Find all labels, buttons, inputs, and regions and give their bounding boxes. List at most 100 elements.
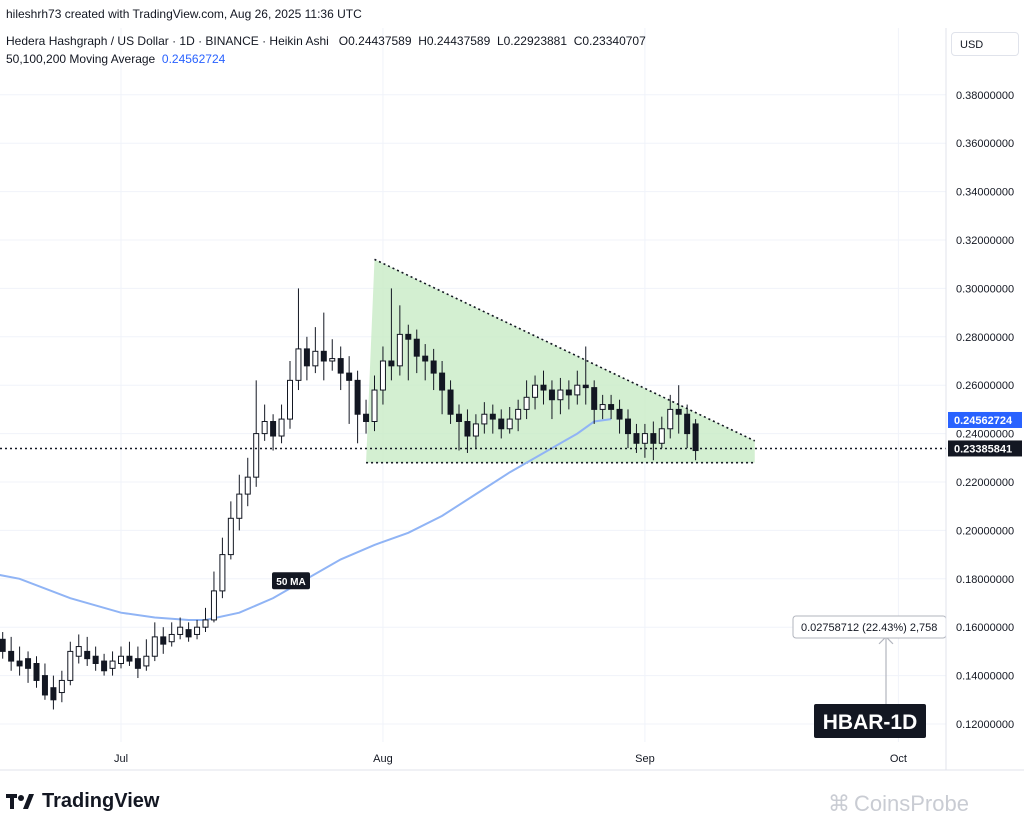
candle (185, 622, 192, 642)
y-tick-label: 0.16000000 (956, 622, 1014, 634)
candle-body-up (481, 413, 488, 425)
candle (396, 305, 403, 376)
candle (219, 537, 226, 599)
candle (109, 651, 116, 676)
candle-body-up (329, 358, 336, 362)
candle (456, 404, 462, 451)
candle (548, 380, 555, 420)
candle (270, 414, 277, 451)
candle-body-down (616, 408, 623, 420)
candle-body-up (168, 633, 175, 643)
candle (16, 646, 23, 676)
ma-tag-bg (272, 572, 310, 590)
candle (253, 380, 260, 487)
candle (641, 423, 648, 458)
candle-body-down (126, 655, 133, 662)
y-tick-label: 0.12000000 (956, 719, 1014, 731)
candle-body-down (92, 655, 99, 664)
symbol-badge: HBAR-1D (814, 704, 926, 738)
candle (337, 346, 344, 391)
candle-body-down (565, 389, 572, 396)
candle-body-up (506, 418, 513, 430)
candle-body-up (557, 389, 564, 401)
candle (591, 380, 598, 424)
candle (92, 646, 99, 671)
symbol-badge-text: HBAR-1D (823, 711, 918, 734)
candle-body-down (0, 638, 6, 652)
y-tick-label: 0.32000000 (956, 235, 1014, 247)
candle (118, 646, 124, 669)
candle (599, 394, 606, 420)
candle (379, 346, 386, 405)
candle-body-up (641, 433, 648, 444)
candle-body-up (312, 350, 319, 367)
candle-body-down (548, 389, 555, 401)
ma-price-tag-text: 0.24562724 (954, 415, 1013, 427)
last-price-tag-bg (948, 440, 1022, 457)
candle (447, 380, 454, 424)
candle (25, 651, 32, 683)
candle (67, 641, 74, 686)
candle (413, 329, 420, 374)
candle (151, 622, 158, 662)
candle (101, 653, 108, 676)
candle (33, 656, 40, 688)
candle-body-down (625, 418, 631, 435)
candle (244, 457, 251, 507)
y-tick-label: 0.26000000 (956, 380, 1014, 392)
candle-body-up (599, 404, 606, 410)
candle-body-up (515, 408, 522, 420)
candle (667, 394, 674, 439)
y-tick-label: 0.30000000 (956, 283, 1014, 295)
currency-button[interactable]: USD (951, 32, 1019, 56)
candle-body-up (667, 408, 674, 430)
ma-label: 50,100,200 Moving Average (6, 52, 156, 66)
y-tick-label: 0.34000000 (956, 187, 1014, 199)
y-tick-label: 0.18000000 (956, 574, 1014, 586)
candle (143, 639, 150, 671)
candle (557, 377, 564, 415)
y-tick-label: 0.28000000 (956, 332, 1014, 344)
indicator-legend[interactable]: 50,100,200 Moving Average 0.24562724 (6, 52, 225, 66)
candle (684, 404, 691, 449)
candle-body-down (422, 355, 429, 362)
candle-body-down (320, 350, 327, 362)
candle-body-up (202, 619, 209, 628)
candle (236, 474, 243, 531)
candle-body-up (194, 626, 201, 635)
candle (371, 375, 378, 432)
candle-body-down (675, 408, 682, 415)
candle-body-up (244, 476, 251, 495)
candle (430, 348, 437, 391)
candle (84, 636, 91, 666)
candle-body-down (134, 658, 141, 669)
watermark: ⌘ CoinsProbe (828, 791, 969, 817)
candle-body-up (287, 379, 293, 420)
symbol-badge-bg (814, 704, 926, 738)
candle (422, 344, 429, 381)
y-tick-label: 0.38000000 (956, 90, 1014, 102)
candle (616, 399, 623, 434)
candle-body-down (84, 650, 91, 660)
candle (388, 288, 395, 381)
tradingview-logo: TradingView (6, 790, 159, 813)
candle-body-up (396, 333, 403, 367)
candle (692, 419, 699, 461)
candle-body-up (523, 396, 530, 410)
candle (320, 312, 327, 381)
symbol-title: Hedera Hashgraph / US Dollar · 1D · BINA… (6, 34, 329, 48)
candle-body-up (261, 421, 268, 435)
brand-name: TradingView (42, 790, 160, 812)
candle-body-down (33, 663, 40, 681)
candle-body-down (540, 384, 547, 391)
candle (210, 571, 217, 623)
candle-body-down (582, 384, 589, 389)
x-tick-label: Jul (114, 753, 128, 765)
candle-body-down (684, 413, 691, 435)
candle (540, 370, 547, 405)
candle-body-down (41, 675, 48, 696)
candle (134, 646, 141, 679)
ma-price-tag: 0.24562724 (948, 411, 1022, 428)
candle-body-down (464, 421, 471, 437)
